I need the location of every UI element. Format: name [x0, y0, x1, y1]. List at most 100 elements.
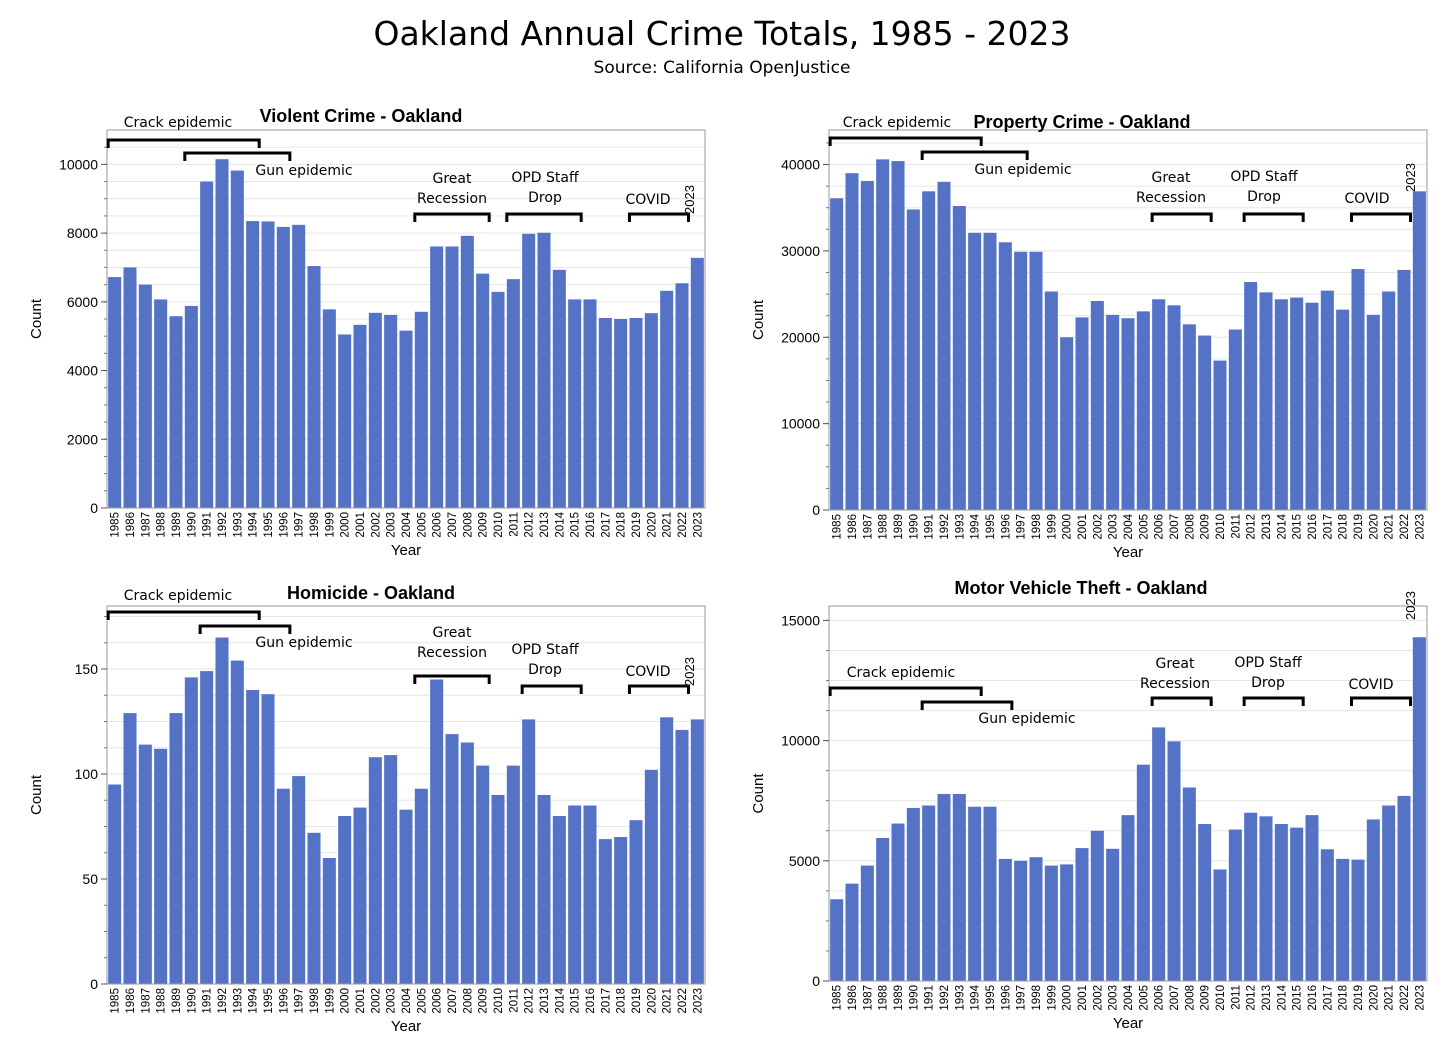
x-tick-label: 1995 [263, 512, 275, 538]
x-tick-label: 2014 [554, 987, 566, 1013]
bar-1986 [123, 267, 137, 508]
annotation-bracket [198, 624, 292, 634]
x-tick-label: 2018 [616, 988, 628, 1014]
bar-1994 [246, 690, 260, 984]
x-tick-label: 1986 [847, 514, 859, 540]
bar-2022 [1397, 269, 1411, 510]
x-tick-label: 2000 [340, 988, 352, 1014]
y-tick-label: 15000 [781, 612, 820, 628]
x-tick-label: 1992 [939, 985, 951, 1011]
x-tick-label: 1994 [970, 984, 982, 1010]
bar-2007 [1167, 741, 1181, 981]
bar-2003 [1106, 314, 1120, 510]
x-tick-label: 1990 [186, 512, 198, 538]
x-tick-label: 2023 [692, 988, 704, 1014]
x-tick-label: 2020 [646, 512, 658, 538]
y-axis-label: Count [750, 773, 767, 814]
annotation-bracket [183, 151, 292, 161]
bar-1988 [876, 159, 890, 510]
bar-2016 [583, 299, 597, 508]
x-tick-label: 1991 [202, 512, 214, 538]
y-tick-label: 0 [812, 973, 820, 989]
bar-2017 [1320, 290, 1334, 510]
x-tick-label: 1985 [832, 514, 844, 540]
bar-1997 [1014, 860, 1028, 981]
chart-title: Property Crime - Oakland [973, 112, 1190, 132]
x-tick-label: 2016 [1307, 985, 1319, 1011]
x-tick-label: 2004 [1123, 984, 1135, 1010]
x-tick-label: 1998 [309, 512, 321, 538]
x-tick-label: 2009 [1200, 985, 1212, 1011]
x-tick-label: 2017 [600, 512, 612, 538]
annotation-bracket [1150, 696, 1213, 706]
x-tick-label: 1998 [1031, 514, 1043, 540]
x-tick-label: 2007 [1169, 514, 1181, 540]
bar-2012 [1244, 282, 1258, 510]
x-tick-label: 2000 [340, 512, 352, 538]
x-tick-label: 2013 [1261, 514, 1273, 540]
x-tick-label: 1996 [278, 988, 290, 1014]
bar-2013 [1259, 292, 1273, 510]
x-tick-label: 1989 [893, 514, 905, 540]
bar-2012 [522, 719, 536, 984]
bar-1986 [845, 883, 859, 981]
x-tick-label: 1992 [939, 514, 951, 540]
bar-2015 [1290, 297, 1304, 510]
x-tick-label: 2007 [447, 512, 459, 538]
x-axis-label: Year [391, 1018, 421, 1035]
x-tick-label: 1996 [278, 512, 290, 538]
x-tick-label: 2023 [1414, 514, 1426, 540]
x-tick-label: 2021 [1384, 514, 1396, 540]
x-tick-label: 2011 [1230, 514, 1242, 539]
x-tick-label: 2023 [1414, 985, 1426, 1011]
x-tick-label: 2017 [600, 988, 612, 1014]
x-tick-label: 2020 [646, 988, 658, 1014]
x-tick-label: 2005 [416, 988, 428, 1014]
bar-1996 [998, 858, 1012, 981]
bar-1995 [261, 694, 275, 984]
y-tick-label: 5000 [789, 853, 820, 869]
x-tick-label: 2022 [677, 988, 689, 1014]
bar-2023 [690, 257, 704, 508]
bar-1995 [983, 232, 997, 511]
bar-2005 [1136, 764, 1150, 981]
annotation-2023-label: 2023 [1403, 591, 1418, 620]
x-tick-label: 1997 [1016, 514, 1028, 540]
bar-2018 [1336, 309, 1350, 510]
x-tick-label: 2002 [370, 988, 382, 1014]
x-tick-label: 2010 [1215, 985, 1227, 1011]
bar-2011 [506, 279, 520, 508]
x-tick-label: 1985 [110, 512, 122, 538]
bar-1997 [292, 776, 306, 984]
y-tick-label: 8000 [67, 225, 98, 241]
annotation-2023-label: 2023 [682, 657, 697, 686]
bar-2013 [537, 232, 551, 509]
bar-1995 [261, 221, 275, 508]
x-tick-label: 2016 [1307, 514, 1319, 540]
bar-2007 [445, 734, 459, 984]
x-tick-label: 2001 [355, 512, 367, 538]
annotation-bracket [627, 212, 691, 222]
x-tick-label: 2013 [1261, 985, 1273, 1011]
bar-1985 [830, 899, 844, 981]
bar-2003 [384, 314, 398, 508]
annotation-label: Gun epidemic [978, 711, 1075, 727]
x-tick-label: 2004 [401, 511, 413, 537]
bar-2015 [568, 299, 582, 508]
x-tick-label: 2011 [508, 988, 520, 1013]
x-tick-label: 2009 [478, 988, 490, 1014]
bar-2002 [368, 312, 382, 508]
x-tick-label: 2008 [462, 512, 474, 538]
x-tick-label: 1997 [1016, 985, 1028, 1011]
annotation-2023-label: 2023 [1403, 163, 1418, 192]
bar-2004 [1121, 318, 1135, 510]
x-tick-label: 1988 [156, 512, 168, 538]
x-tick-label: 1990 [908, 985, 920, 1011]
x-tick-label: 2011 [508, 512, 520, 537]
annotation-label: OPD Staff [511, 642, 579, 658]
bar-1992 [937, 181, 951, 510]
x-tick-label: 1998 [309, 988, 321, 1014]
annotation-label: OPD Staff [511, 170, 579, 186]
x-tick-label: 2022 [677, 512, 689, 538]
annotation-bracket [106, 610, 261, 620]
